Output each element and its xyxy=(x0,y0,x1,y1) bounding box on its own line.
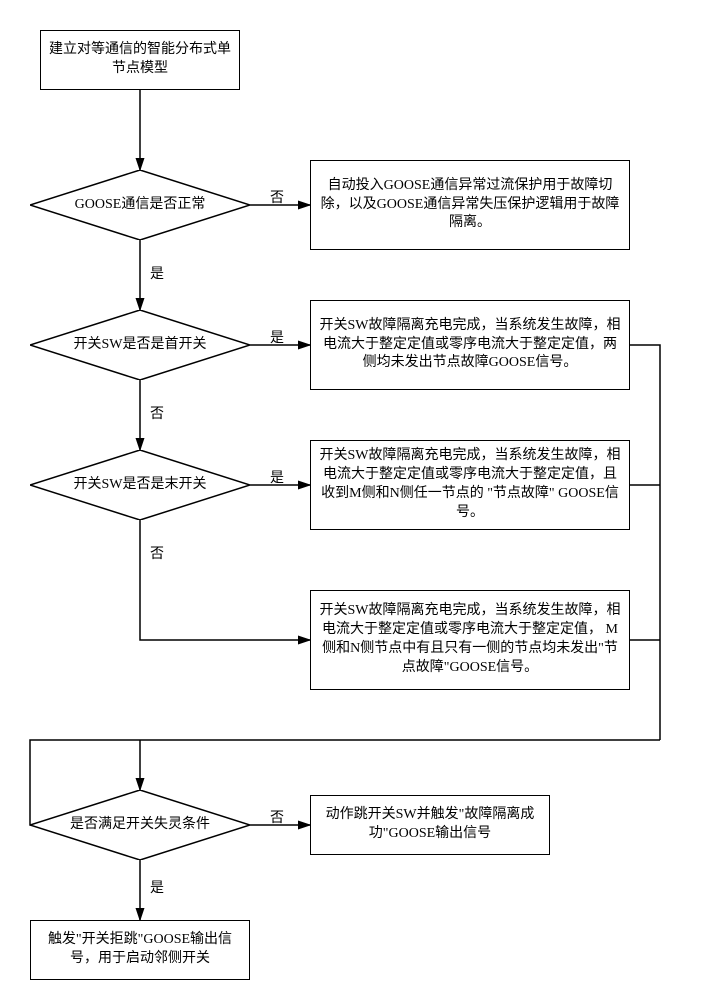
edge-label: 是 xyxy=(150,268,164,282)
decision-text: GOOSE通信是否正常 xyxy=(67,196,214,214)
edge-label: 否 xyxy=(150,408,164,422)
process-text: 开关SW故障隔离充电完成，当系统发生故障，相电流大于整定定值或零序电流大于整定定… xyxy=(317,447,623,523)
process-n1: 建立对等通信的智能分布式单节点模型 xyxy=(40,30,240,90)
edge-label: 否 xyxy=(150,548,164,562)
decision-d2: 开关SW是否是首开关 xyxy=(30,310,250,380)
process-text: 开关SW故障隔离充电完成，当系统发生故障，相电流大于整定定值或零序电流大于整定定… xyxy=(317,602,623,678)
process-n2: 触发"开关拒跳"GOOSE输出信号，用于启动邻侧开关 xyxy=(30,920,250,980)
decision-d4: 是否满足开关失灵条件 xyxy=(30,790,250,860)
decision-d1: GOOSE通信是否正常 xyxy=(30,170,250,240)
decision-d3: 开关SW是否是末开关 xyxy=(30,450,250,520)
edge-label: 否 xyxy=(270,812,284,826)
process-r4: 开关SW故障隔离充电完成，当系统发生故障，相电流大于整定定值或零序电流大于整定定… xyxy=(310,590,630,690)
decision-text: 是否满足开关失灵条件 xyxy=(62,816,218,834)
process-r1: 自动投入GOOSE通信异常过流保护用于故障切除，以及GOOSE通信异常失压保护逻… xyxy=(310,160,630,250)
decision-text: 开关SW是否是末开关 xyxy=(66,476,215,494)
edge-label: 是 xyxy=(150,882,164,896)
edge-label: 否 xyxy=(270,192,284,206)
process-text: 触发"开关拒跳"GOOSE输出信号，用于启动邻侧开关 xyxy=(37,931,243,969)
process-text: 开关SW故障隔离充电完成，当系统发生故障，相电流大于整定定值或零序电流大于整定定… xyxy=(317,317,623,374)
process-r2: 开关SW故障隔离充电完成，当系统发生故障，相电流大于整定定值或零序电流大于整定定… xyxy=(310,300,630,390)
process-text: 自动投入GOOSE通信异常过流保护用于故障切除，以及GOOSE通信异常失压保护逻… xyxy=(317,177,623,234)
edge-label: 是 xyxy=(270,332,284,346)
edge-label: 是 xyxy=(270,472,284,486)
process-text: 动作跳开关SW并触发"故障隔离成功"GOOSE输出信号 xyxy=(317,806,543,844)
decision-text: 开关SW是否是首开关 xyxy=(66,336,215,354)
process-text: 建立对等通信的智能分布式单节点模型 xyxy=(47,41,233,79)
process-r3: 开关SW故障隔离充电完成，当系统发生故障，相电流大于整定定值或零序电流大于整定定… xyxy=(310,440,630,530)
process-r5: 动作跳开关SW并触发"故障隔离成功"GOOSE输出信号 xyxy=(310,795,550,855)
